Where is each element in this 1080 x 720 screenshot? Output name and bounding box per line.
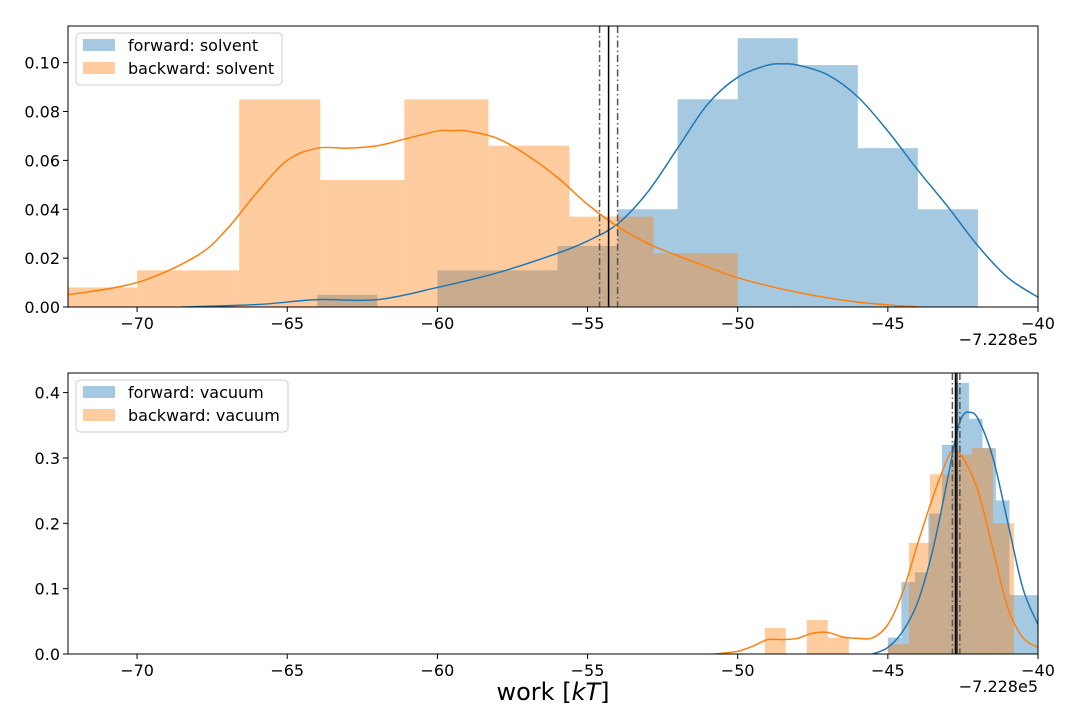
histogram-bar bbox=[914, 572, 929, 654]
axes-frame bbox=[67, 372, 1039, 655]
histogram-bar bbox=[488, 145, 570, 307]
y-tick-label: 0.02 bbox=[24, 249, 60, 268]
histogram-bar bbox=[950, 454, 972, 654]
histogram-bar bbox=[239, 99, 321, 307]
histogram-bar bbox=[955, 382, 969, 654]
histogram-bar bbox=[317, 294, 378, 307]
legend-box bbox=[75, 32, 283, 86]
x-tick-label: −55 bbox=[571, 314, 605, 333]
histogram-bar bbox=[653, 253, 738, 307]
histogram-bar bbox=[617, 209, 678, 307]
histogram-bar bbox=[137, 270, 240, 307]
histogram-bar bbox=[887, 637, 902, 654]
y-tick-label: 0.0 bbox=[35, 645, 60, 664]
y-tick-label: 0.2 bbox=[35, 514, 60, 533]
y-tick-label: 0.00 bbox=[24, 298, 60, 317]
legend-label-forward: forward: vacuum bbox=[128, 383, 264, 402]
x-tick-label: −65 bbox=[270, 661, 304, 680]
histogram-backward bbox=[764, 448, 1014, 654]
legend-swatch-forward bbox=[83, 386, 115, 398]
kde-line-backward bbox=[713, 450, 1038, 654]
histogram-bar bbox=[827, 637, 849, 654]
legend: forward: solvent backward: solvent bbox=[75, 32, 283, 86]
x-tick-label: −40 bbox=[1021, 661, 1055, 680]
histogram-bar bbox=[928, 513, 942, 654]
histogram-bar bbox=[971, 448, 993, 654]
legend-label-backward: backward: vacuum bbox=[128, 406, 280, 425]
legend-swatch-backward bbox=[83, 62, 115, 74]
histogram-bar bbox=[992, 523, 1014, 654]
histogram-bar bbox=[437, 270, 498, 307]
histogram-bar bbox=[404, 99, 489, 307]
histogram-bar bbox=[857, 148, 918, 307]
y-tick-label: 0.4 bbox=[35, 384, 60, 403]
x-offset-label: −7.228e5 bbox=[959, 677, 1038, 696]
x-axis-label: work [kT] bbox=[496, 678, 609, 706]
plot-area bbox=[68, 26, 1038, 307]
histogram-bar bbox=[797, 65, 858, 307]
x-offset-label: −7.228e5 bbox=[959, 330, 1038, 349]
x-tick-label: −45 bbox=[871, 314, 905, 333]
y-tick-label: 0.08 bbox=[24, 103, 60, 122]
histogram-bar bbox=[320, 179, 405, 307]
legend-swatch-forward bbox=[83, 39, 115, 51]
y-tick-label: 0.04 bbox=[24, 200, 60, 219]
axes-frame bbox=[67, 25, 1039, 308]
x-tick-label: −65 bbox=[270, 314, 304, 333]
histogram-bar bbox=[917, 209, 978, 307]
x-tick-label: −70 bbox=[120, 661, 154, 680]
histogram-bar bbox=[764, 627, 786, 654]
plot-area bbox=[713, 373, 1038, 654]
legend-swatch-backward bbox=[83, 409, 115, 421]
legend-label-forward: forward: solvent bbox=[128, 36, 258, 55]
histogram-bar bbox=[901, 582, 915, 654]
histogram-bar bbox=[982, 448, 996, 654]
kde-line-backward bbox=[68, 129, 918, 307]
histogram-bar bbox=[1022, 595, 1038, 654]
histogram-bar bbox=[995, 500, 1010, 654]
solvent-panel: −70 −65 −60 −55 −50 −45 −40 0.00 0.02 0.04 0.06 0.0… bbox=[24, 25, 1055, 349]
kde-line-forward bbox=[182, 62, 1038, 307]
x-tick-label: −60 bbox=[420, 314, 454, 333]
x-tick-label: −70 bbox=[120, 314, 154, 333]
vacuum-panel: −70 −65 −60 −55 −50 −45 −40 0.0 0.1 0.2 0.3 0.4 −7.2… bbox=[35, 372, 1055, 696]
histogram-bar bbox=[557, 245, 618, 307]
x-tick-label: −45 bbox=[871, 661, 905, 680]
y-tick-label: 0.06 bbox=[24, 151, 60, 170]
histogram-bar bbox=[569, 216, 654, 307]
y-tick-label: 0.10 bbox=[24, 54, 60, 73]
x-tick-label: −50 bbox=[721, 314, 755, 333]
histogram-bar bbox=[1009, 595, 1023, 654]
x-tick-label: −50 bbox=[721, 661, 755, 680]
x-tick-label: −40 bbox=[1021, 314, 1055, 333]
histogram-bar bbox=[929, 474, 951, 654]
histogram-bar bbox=[806, 620, 828, 654]
y-tick-label: 0.3 bbox=[35, 449, 60, 468]
y-tick-label: 0.1 bbox=[35, 580, 60, 599]
histogram-bar bbox=[497, 270, 558, 307]
legend-label-backward: backward: solvent bbox=[128, 59, 274, 78]
x-tick-label: −60 bbox=[420, 661, 454, 680]
legend: forward: vacuum backward: vacuum bbox=[75, 379, 289, 433]
histogram-bar bbox=[737, 38, 798, 307]
legend-box bbox=[75, 379, 289, 433]
histogram-bar bbox=[887, 644, 909, 654]
x-tick-label: −55 bbox=[571, 661, 605, 680]
